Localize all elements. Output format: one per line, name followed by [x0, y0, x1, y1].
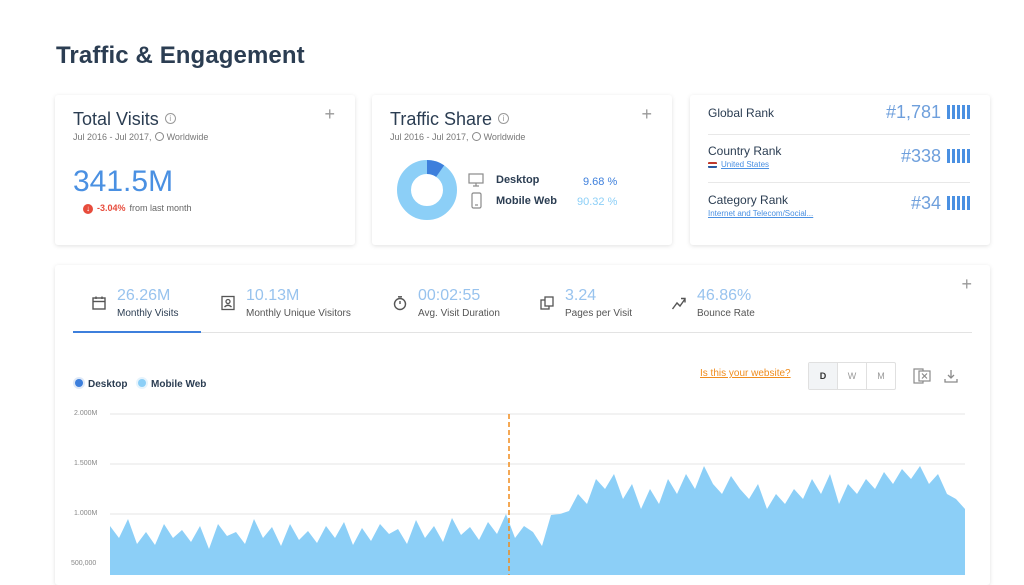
divider	[708, 182, 970, 183]
traffic-area-chart	[110, 413, 965, 575]
metric-value: 26.26M	[117, 287, 171, 304]
traffic-share-title-text: Traffic Share	[390, 109, 493, 129]
globe-icon	[154, 132, 164, 142]
change-text: from last month	[129, 203, 192, 213]
metric-value: 3.24	[565, 287, 597, 304]
global-rank-value: #1,781	[886, 102, 970, 124]
bounce-arrow-icon	[671, 297, 686, 310]
page-title: Traffic & Engagement	[56, 42, 305, 69]
metric-unique-visitors[interactable]: 10.13M Monthly Unique Visitors	[246, 287, 351, 319]
metric-label: Monthly Unique Visitors	[246, 308, 351, 319]
granularity-selector: D W M	[808, 362, 896, 390]
rank-bars-icon	[945, 103, 970, 124]
country-link[interactable]: United States	[708, 160, 769, 169]
y-tick-label: 500,000	[71, 560, 97, 567]
metric-bounce-rate[interactable]: 46.86% Bounce Rate	[697, 287, 755, 319]
legend-dot-mobile-web	[138, 379, 146, 388]
mobile-web-share: 90.32 %	[577, 196, 618, 208]
metric-label: Monthly Visits	[117, 308, 179, 319]
calendar-icon	[92, 296, 106, 310]
desktop-icon	[468, 173, 484, 187]
desktop-share: 9.68 %	[583, 176, 618, 188]
traffic-share-date: Jul 2016 - Jul 2017, Worldwide	[390, 132, 525, 142]
stopwatch-icon	[393, 296, 407, 311]
region: Worldwide	[483, 132, 526, 142]
desktop-label: Desktop	[496, 174, 540, 186]
plus-icon[interactable]: +	[961, 274, 972, 294]
legend-dot-desktop	[75, 379, 83, 388]
traffic-share-card: Traffic Share i + Jul 2016 - Jul 2017, Wor…	[372, 95, 672, 245]
metric-label: Pages per Visit	[565, 308, 633, 319]
mobile-web-area	[110, 466, 965, 575]
y-tick-label: 1.000M	[74, 510, 98, 517]
legend-label: Mobile Web	[151, 379, 207, 390]
excel-export-icon[interactable]	[913, 368, 931, 384]
country-rank-value: #338	[901, 146, 970, 168]
legend-desktop[interactable]: Desktop	[75, 379, 127, 390]
plus-icon[interactable]: +	[324, 104, 335, 124]
metric-pages-per-visit[interactable]: 3.24 Pages per Visit	[565, 287, 632, 319]
country-name[interactable]: United States	[721, 160, 770, 169]
info-icon[interactable]: i	[164, 112, 176, 124]
metric-label: Bounce Rate	[697, 308, 755, 319]
metric-monthly-visits[interactable]: 26.26M Monthly Visits	[117, 287, 179, 319]
granularity-week[interactable]: W	[837, 363, 866, 389]
info-icon[interactable]: i	[498, 112, 510, 124]
donut-desktop	[397, 160, 457, 220]
total-visits-card: Total Visits i + Jul 2016 - Jul 2017, Worl…	[55, 95, 355, 245]
traffic-share-donut	[397, 160, 457, 220]
global-rank-number: #1,781	[885, 102, 941, 122]
total-visits-date: Jul 2016 - Jul 2017, Worldwide	[73, 132, 208, 142]
granularity-month[interactable]: M	[866, 363, 895, 389]
mobile-web-label: Mobile Web	[496, 195, 557, 207]
legend-label: Desktop	[88, 379, 128, 390]
global-rank-row: Global Rank #1,781	[708, 102, 970, 152]
download-icon[interactable]	[943, 368, 959, 384]
metric-value: 10.13M	[246, 287, 300, 304]
mobile-icon	[471, 192, 482, 209]
contact-card-icon	[221, 295, 235, 311]
rank-bars-icon	[945, 147, 970, 168]
metrics-underline	[73, 332, 972, 333]
active-tab-indicator	[73, 331, 201, 333]
is-this-your-website-link[interactable]: Is this your website?	[700, 368, 791, 379]
country-rank-row: Country Rank United States #338	[708, 144, 970, 190]
date-range: Jul 2016 - Jul 2017,	[73, 132, 152, 142]
change-value: -3.04%	[97, 203, 126, 213]
rank-card: Global Rank #1,781 Country Rank United S…	[690, 95, 990, 245]
metric-value: 00:02:55	[418, 287, 481, 304]
pages-icon	[540, 296, 554, 310]
globe-icon	[471, 132, 481, 142]
arrow-down-icon: ↓	[83, 203, 93, 214]
traffic-share-title: Traffic Share i	[390, 109, 510, 130]
country-rank-label: Country Rank	[708, 144, 782, 158]
global-rank-label: Global Rank	[708, 106, 775, 120]
category-rank-number: #34	[910, 193, 941, 213]
legend-mobile-web[interactable]: Mobile Web	[138, 379, 206, 390]
plus-icon[interactable]: +	[641, 104, 652, 124]
y-tick-label: 1.500M	[74, 460, 98, 467]
category-rank-value: #34	[911, 193, 970, 215]
country-rank-number: #338	[900, 146, 941, 166]
total-visits-title: Total Visits i	[73, 109, 176, 130]
divider	[708, 134, 970, 135]
region: Worldwide	[166, 132, 209, 142]
total-visits-value: 341.5M	[73, 165, 174, 198]
us-flag-icon	[708, 161, 717, 168]
granularity-day[interactable]: D	[809, 363, 837, 389]
total-visits-change: ↓ -3.04% from last month	[83, 203, 192, 214]
date-range: Jul 2016 - Jul 2017,	[390, 132, 469, 142]
rank-bars-icon	[945, 194, 970, 215]
metric-label: Avg. Visit Duration	[418, 308, 500, 319]
category-link[interactable]: Internet and Telecom/Social...	[708, 209, 814, 218]
y-tick-label: 2.000M	[74, 410, 98, 417]
metric-value: 46.86%	[697, 287, 752, 304]
category-rank-row: Category Rank Internet and Telecom/Socia…	[708, 193, 970, 239]
metric-visit-duration[interactable]: 00:02:55 Avg. Visit Duration	[418, 287, 500, 319]
total-visits-title-text: Total Visits	[73, 109, 159, 129]
category-rank-label: Category Rank	[708, 193, 789, 207]
engagement-card: + 26.26M Monthly Visits 10.13M Monthly U…	[55, 265, 990, 585]
